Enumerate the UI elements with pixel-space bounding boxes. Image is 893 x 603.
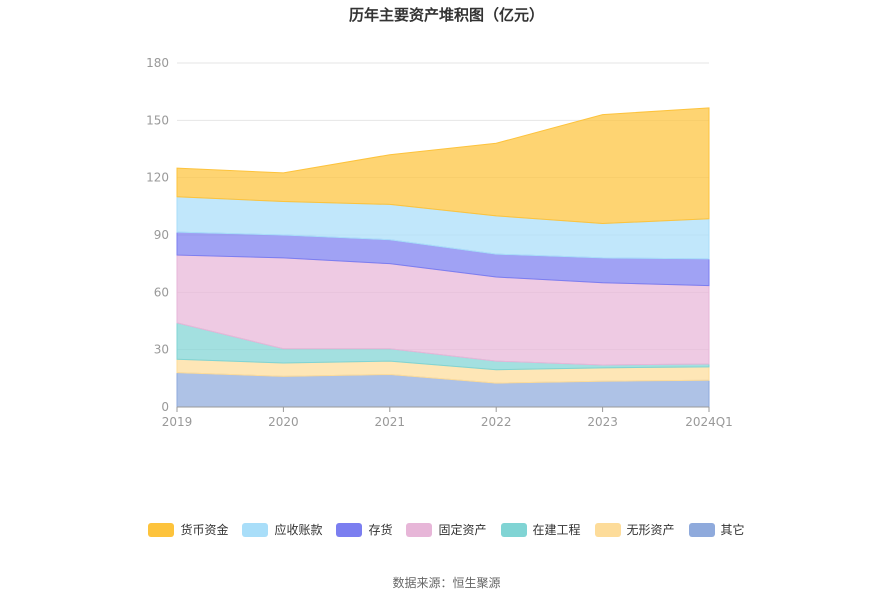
legend-swatch [500,522,527,537]
legend-label: 无形资产 [626,523,675,537]
source-note: 数据来源：恒生聚源 [392,576,501,590]
y-tick-label: 150 [146,113,169,127]
y-tick-label: 30 [154,343,169,357]
y-tick-label: 90 [154,228,169,242]
x-tick-label: 2024Q1 [685,415,733,429]
stacked-area-chart: 0 30 60 90 120 150 180 2019 2020 2021 2022 2023 2024… [146,56,733,429]
legend-swatch [688,522,715,537]
x-tick-label: 2019 [162,415,193,429]
legend-item[interactable]: 在建工程 [500,521,581,538]
legend-label: 固定资产 [438,523,487,537]
legend-label: 货币资金 [180,523,229,537]
legend-item[interactable]: 存货 [336,521,392,538]
legend-swatch [406,522,433,537]
legend-label: 在建工程 [532,523,581,537]
x-tick-label: 2021 [375,415,406,429]
legend-label: 应收账款 [274,523,323,537]
legend-item[interactable]: 无形资产 [594,521,675,538]
legend-label: 存货 [368,523,393,537]
legend-swatch [242,522,269,537]
legend-swatch [336,522,363,537]
area-series [176,107,710,225]
legend-item[interactable]: 固定资产 [406,521,487,538]
y-tick-label: 0 [161,400,169,414]
y-tick-label: 120 [146,171,169,185]
legend-item[interactable]: 货币资金 [148,521,228,538]
x-tick-label: 2023 [587,415,618,429]
x-tick-label: 2022 [481,415,512,429]
y-tick-label: 60 [154,285,169,299]
legend-swatch [148,522,175,537]
y-tick-label: 180 [146,56,169,70]
chart-title: 历年主要资产堆积图（亿元） [348,6,544,24]
legend-item[interactable]: 其它 [688,521,745,538]
legend-swatch [594,522,621,537]
chart-legend: 货币资金 应收账款 存货 固定资产 在建工程 无形资产 其它 [0,521,893,538]
x-tick-label: 2020 [268,415,299,429]
legend-label: 其它 [720,523,745,537]
legend-item[interactable]: 应收账款 [242,521,322,538]
